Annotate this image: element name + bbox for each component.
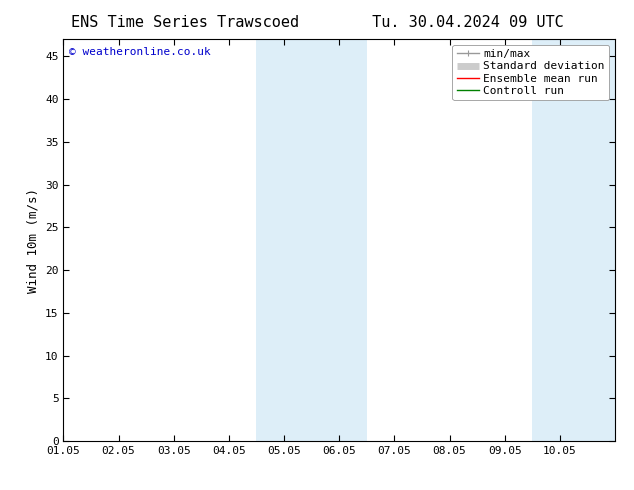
Y-axis label: Wind 10m (m/s): Wind 10m (m/s): [27, 188, 39, 293]
Text: ENS Time Series Trawscoed        Tu. 30.04.2024 09 UTC: ENS Time Series Trawscoed Tu. 30.04.2024…: [70, 15, 564, 30]
Bar: [256, 39, 367, 441]
Text: © weatheronline.co.uk: © weatheronline.co.uk: [69, 47, 210, 57]
Legend: min/max, Standard deviation, Ensemble mean run, Controll run: min/max, Standard deviation, Ensemble me…: [453, 45, 609, 100]
Bar: [533, 39, 634, 441]
